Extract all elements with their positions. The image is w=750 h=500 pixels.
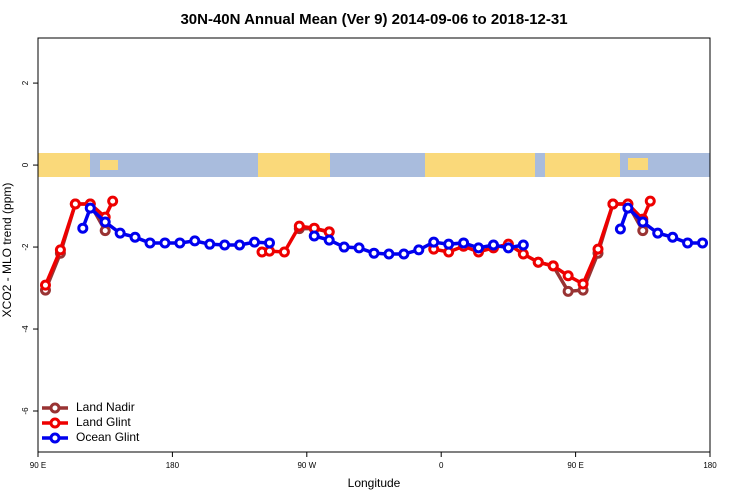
data-point — [129, 231, 141, 243]
legend-label: Land Nadir — [76, 400, 135, 414]
x-tick-label: 180 — [703, 461, 717, 470]
data-point — [667, 231, 679, 243]
legend-label: Ocean Glint — [76, 430, 140, 444]
plot-frame — [37, 37, 711, 453]
data-point — [263, 237, 275, 249]
x-tick-label: 90 E — [30, 461, 46, 470]
data-point — [69, 198, 81, 210]
data-point — [99, 216, 111, 228]
data-point — [383, 248, 395, 260]
data-point — [278, 246, 290, 258]
x-tick-label: 180 — [166, 461, 180, 470]
data-point — [458, 237, 470, 249]
data-point — [443, 238, 455, 250]
data-point — [502, 242, 514, 254]
x-tick-label: 90 E — [567, 461, 583, 470]
data-point — [219, 239, 231, 251]
data-point — [637, 225, 649, 237]
data-point — [547, 260, 559, 272]
data-point — [637, 216, 649, 228]
data-point — [144, 237, 156, 249]
data-point — [517, 248, 529, 260]
data-point — [338, 241, 350, 253]
legend-marker — [49, 417, 61, 429]
data-point — [107, 195, 119, 207]
data-point — [249, 236, 261, 248]
data-point — [54, 244, 66, 256]
y-tick-label: -4 — [21, 325, 30, 333]
legend-marker — [49, 432, 61, 444]
data-point — [592, 243, 604, 255]
data-point — [39, 279, 51, 291]
data-point — [562, 270, 574, 282]
map-strip — [38, 153, 710, 177]
data-point — [234, 239, 246, 251]
data-point — [532, 256, 544, 268]
y-tick-label: -6 — [21, 407, 30, 415]
data-point — [644, 195, 656, 207]
data-point — [293, 220, 305, 232]
x-tick-label: 0 — [439, 461, 444, 470]
data-point — [577, 278, 589, 290]
data-point — [614, 223, 626, 235]
data-point — [77, 222, 89, 234]
data-point — [428, 236, 440, 248]
data-point — [204, 238, 216, 250]
data-point — [517, 239, 529, 251]
data-point — [114, 227, 126, 239]
y-axis-label: XCO2 - MLO trend (ppm) — [0, 183, 14, 318]
data-point — [353, 242, 365, 254]
x-axis-label: Longitude — [348, 476, 401, 490]
x-tick-label: 90 W — [297, 461, 316, 470]
data-point — [682, 237, 694, 249]
data-point — [84, 202, 96, 214]
data-point — [174, 237, 186, 249]
data-point — [562, 285, 574, 297]
data-point — [189, 235, 201, 247]
chart-title: 30N-40N Annual Mean (Ver 9) 2014-09-06 t… — [180, 11, 567, 28]
data-point — [323, 234, 335, 246]
data-point — [697, 237, 709, 249]
data-point — [398, 248, 410, 260]
data-point — [622, 202, 634, 214]
data-point — [308, 230, 320, 242]
data-point — [99, 225, 111, 237]
y-tick-label: 2 — [21, 80, 30, 85]
data-point — [607, 198, 619, 210]
data-point — [487, 239, 499, 251]
data-point — [473, 242, 485, 254]
legend-label: Land Glint — [76, 415, 131, 429]
y-tick-label: -2 — [21, 243, 30, 251]
data-point — [368, 247, 380, 259]
legend-marker — [49, 402, 61, 414]
y-tick-label: 0 — [21, 162, 30, 167]
data-point — [159, 237, 171, 249]
data-point — [652, 227, 664, 239]
data-point — [413, 244, 425, 256]
